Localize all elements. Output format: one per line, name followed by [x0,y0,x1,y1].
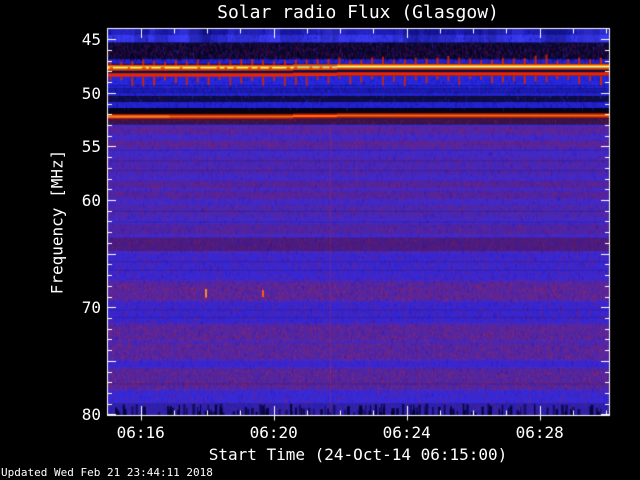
x-tick-label-0620: 06:20 [249,423,298,442]
updated-timestamp: Updated Wed Feb 21 23:44:11 2018 [1,466,213,479]
y-tick-label-45: 45 [81,30,101,50]
page-title: Solar radio Flux (Glasgow) [217,2,499,23]
y-tick-label-70: 70 [81,298,101,318]
y-tick-label-60: 60 [81,191,101,211]
y-tick-label-55: 55 [81,137,101,157]
x-tick-label-0628: 06:28 [515,423,564,442]
x-tick-label-0624: 06:24 [382,423,431,442]
y-tick-label-50: 50 [81,83,101,103]
x-tick-label-0616: 06:16 [116,423,165,442]
y-axis-label: Frequency [MHz] [47,149,67,295]
y-tick-label-80: 80 [81,405,101,425]
x-axis-label: Start Time (24-Oct-14 06:15:00) [208,445,508,464]
